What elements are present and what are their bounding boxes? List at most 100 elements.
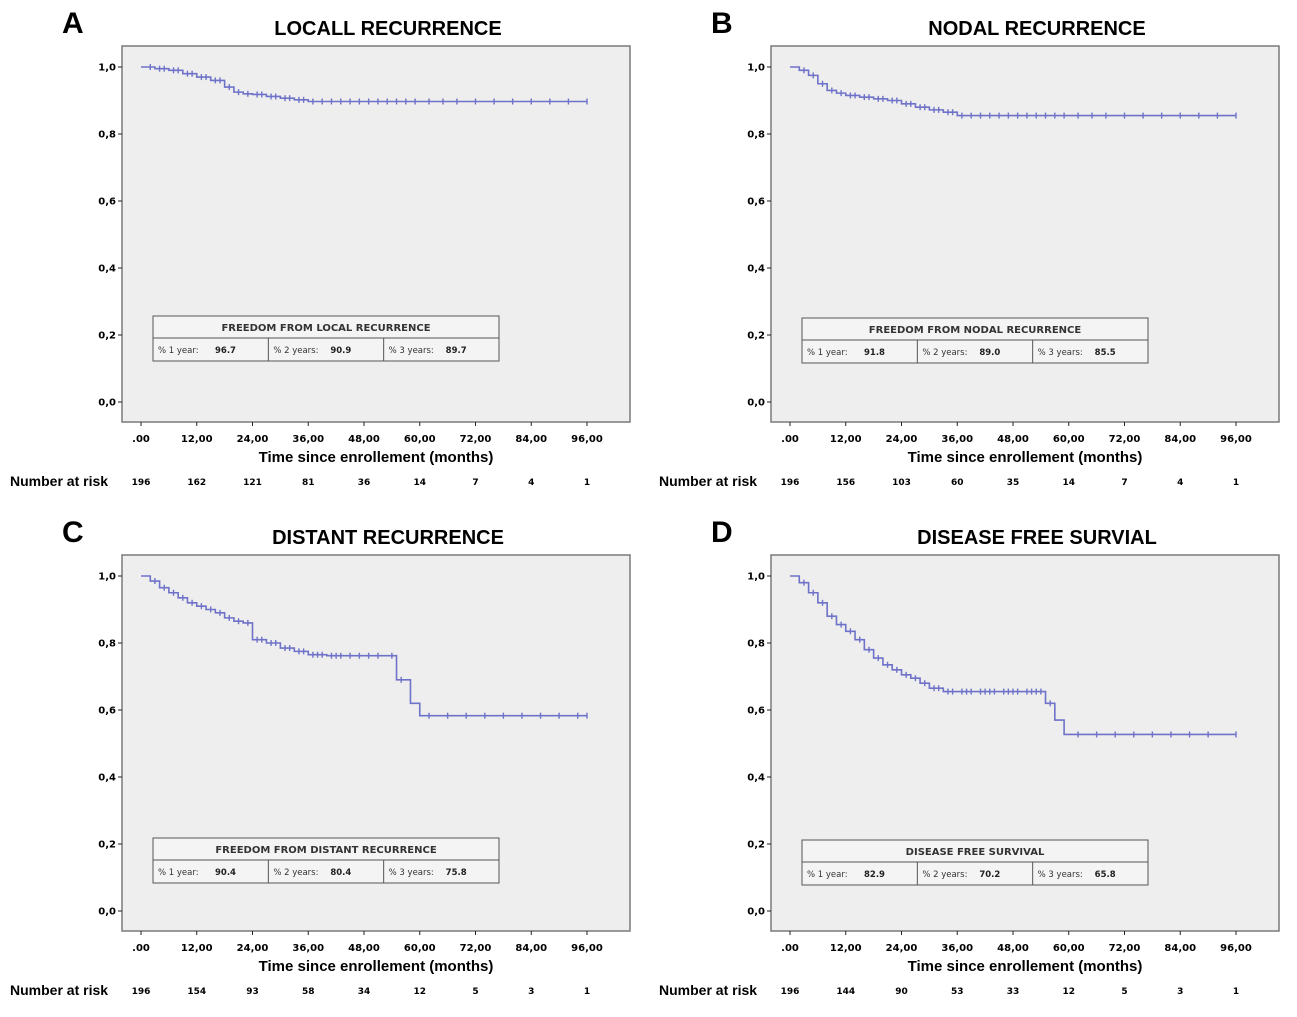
x-axis-label: Time since enrollement (months) xyxy=(259,449,494,466)
x-tick-label: 72,00 xyxy=(1109,434,1141,445)
risk-count: 3 xyxy=(528,987,534,997)
summary-cell-label: % 3 years: xyxy=(389,346,434,356)
risk-table-label: Number at risk xyxy=(659,473,757,489)
risk-count: 14 xyxy=(1062,478,1075,488)
risk-count: 14 xyxy=(413,478,426,488)
x-tick-label: 24,00 xyxy=(237,943,269,954)
summary-cell-label: % 1 year: xyxy=(807,348,848,358)
summary-cell-label: % 2 years: xyxy=(922,348,967,358)
risk-count: 121 xyxy=(243,478,262,488)
x-tick-label: 12,00 xyxy=(181,943,213,954)
panel-b: B NODAL RECURRENCE 0,0 0,2 0,4 0,6 0,8 1,0 .00 12… xyxy=(649,0,1297,508)
panel-letter: B xyxy=(711,7,733,40)
x-tick-label: 12,00 xyxy=(181,434,213,445)
chart-title: NODAL RECURRENCE xyxy=(928,18,1145,40)
x-tick-label: 72,00 xyxy=(460,434,492,445)
x-tick-label: .00 xyxy=(132,434,150,445)
x-tick-label: 36,00 xyxy=(941,943,973,954)
y-tick-label: 0,8 xyxy=(98,130,116,141)
km-chart-a: A LOCALL RECURRENCE 0,0 0,2 0,4 0,6 0,8 1,0 .00 1… xyxy=(10,7,631,489)
x-axis-label: Time since enrollement (months) xyxy=(908,958,1143,975)
x-tick-label: 72,00 xyxy=(1109,943,1141,954)
risk-table-label: Number at risk xyxy=(10,982,108,998)
risk-count: 1 xyxy=(584,987,590,997)
summary-cell-value: 65.8 xyxy=(1095,870,1116,880)
x-tick-label: 72,00 xyxy=(460,943,492,954)
y-tick-label: 0,2 xyxy=(98,840,116,851)
x-tick-label: .00 xyxy=(781,943,799,954)
plot-area xyxy=(121,45,631,423)
y-tick-label: 0,4 xyxy=(747,264,765,275)
summary-title: FREEDOM FROM NODAL RECURRENCE xyxy=(869,325,1082,336)
x-tick-label: 84,00 xyxy=(1164,943,1196,954)
summary-cell-value: 75.8 xyxy=(446,868,467,878)
km-chart-d: D DISEASE FREE SURVIAL 0,0 0,2 0,4 0,6 0,8 1,0.… xyxy=(659,516,1280,998)
summary-cell-value: 82.9 xyxy=(864,870,885,880)
x-tick-label: 60,00 xyxy=(404,943,436,954)
summary-cell-value: 89.7 xyxy=(446,346,467,356)
summary-cell-label: % 3 years: xyxy=(389,868,434,878)
y-tick-label: 0,2 xyxy=(98,331,116,342)
km-curve xyxy=(790,66,1236,117)
y-tick-label: 0,0 xyxy=(98,398,116,409)
summary-cell-value: 85.5 xyxy=(1095,348,1116,358)
risk-count: 35 xyxy=(1007,478,1020,488)
risk-count: 60 xyxy=(951,478,964,488)
risk-count: 3 xyxy=(1177,987,1183,997)
x-tick-label: 12,00 xyxy=(830,434,862,445)
panel-letter: D xyxy=(711,516,733,549)
x-axis-label: Time since enrollement (months) xyxy=(259,958,494,975)
x-tick-label: 84,00 xyxy=(1164,434,1196,445)
x-tick-label: 84,00 xyxy=(515,434,547,445)
risk-count: 196 xyxy=(781,987,800,997)
risk-count: 90 xyxy=(895,987,908,997)
x-tick-label: 96,00 xyxy=(571,943,603,954)
x-tick-label: 48,00 xyxy=(997,943,1029,954)
risk-count: 53 xyxy=(951,987,964,997)
y-tick-label: 0,4 xyxy=(747,773,765,784)
x-tick-label: 48,00 xyxy=(997,434,1029,445)
x-tick-label: .00 xyxy=(781,434,799,445)
risk-count: 196 xyxy=(132,478,151,488)
summary-cell-label: % 1 year: xyxy=(158,868,199,878)
y-tick-label: 0,0 xyxy=(98,907,116,918)
y-tick-label: 1,0 xyxy=(747,63,765,74)
y-tick-label: 0,8 xyxy=(747,639,765,650)
risk-count: 7 xyxy=(1121,478,1127,488)
x-tick-label: 60,00 xyxy=(1053,943,1085,954)
risk-count: 12 xyxy=(413,987,426,997)
panel-letter: A xyxy=(62,7,84,40)
summary-cell-label: % 2 years: xyxy=(273,868,318,878)
y-tick-label: 0,6 xyxy=(747,197,765,208)
km-curve xyxy=(790,575,1236,736)
summary-cell-value: 90.4 xyxy=(215,868,236,878)
plot-area xyxy=(770,45,1280,423)
risk-count: 34 xyxy=(358,987,371,997)
y-tick-label: 0,8 xyxy=(98,639,116,650)
risk-count: 154 xyxy=(187,987,206,997)
summary-cell-value: 80.4 xyxy=(330,868,351,878)
x-tick-label: 48,00 xyxy=(348,434,380,445)
summary-cell-label: % 2 years: xyxy=(922,870,967,880)
risk-count: 5 xyxy=(472,987,478,997)
x-tick-label: 24,00 xyxy=(237,434,269,445)
y-tick-label: 0,2 xyxy=(747,840,765,851)
y-tick-label: 0,0 xyxy=(747,398,765,409)
y-tick-label: 0,8 xyxy=(747,130,765,141)
risk-count: 156 xyxy=(836,478,855,488)
risk-count: 4 xyxy=(528,478,534,488)
x-tick-label: 60,00 xyxy=(404,434,436,445)
risk-count: 7 xyxy=(472,478,478,488)
y-tick-label: 0,4 xyxy=(98,264,116,275)
x-tick-label: 36,00 xyxy=(292,434,324,445)
km-curve xyxy=(141,575,587,717)
y-tick-label: 1,0 xyxy=(98,63,116,74)
y-tick-label: 0,2 xyxy=(747,331,765,342)
risk-table-label: Number at risk xyxy=(659,982,757,998)
y-tick-label: 0,0 xyxy=(747,907,765,918)
x-tick-label: 48,00 xyxy=(348,943,380,954)
x-tick-label: 36,00 xyxy=(292,943,324,954)
risk-count: 93 xyxy=(246,987,259,997)
chart-title: DISEASE FREE SURVIAL xyxy=(917,527,1157,549)
x-tick-label: .00 xyxy=(132,943,150,954)
